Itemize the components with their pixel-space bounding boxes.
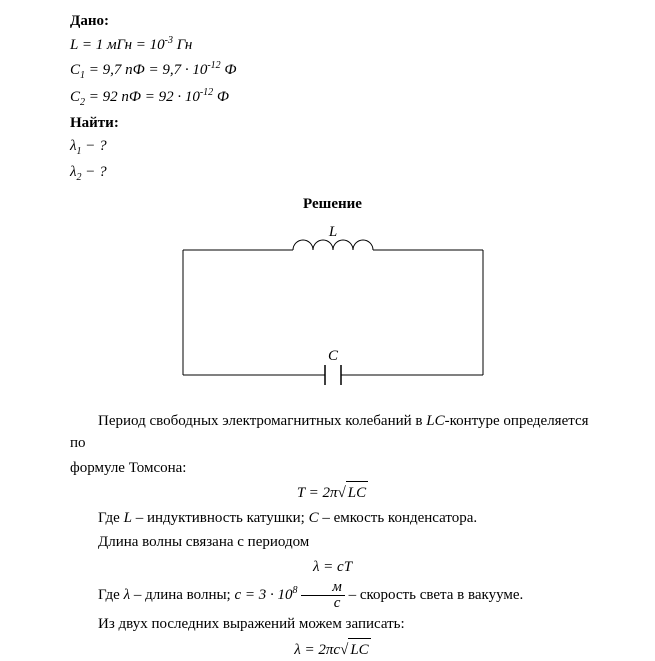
p4f: – скорость света в вакууме. <box>345 587 523 603</box>
f1-rad: LC <box>346 481 368 505</box>
l2-post: − ? <box>82 164 107 180</box>
paragraph-2: Где L – индуктивность катушки; С – емкос… <box>70 507 595 530</box>
circuit-diagram: L C <box>163 220 503 398</box>
L-unit: Гн <box>173 37 192 53</box>
formula-thomson: T = 2π LC <box>70 481 595 505</box>
find-lambda1: λ1 − ? <box>70 135 595 159</box>
C1-pre: C <box>70 62 80 78</box>
capacitor-label: C <box>327 348 338 364</box>
fraction: мс <box>301 580 345 611</box>
C1-mid: = 9,7 пФ = 9,7 · 10 <box>85 62 207 78</box>
p2c: – индуктивность катушки; <box>132 510 309 526</box>
p1a: Период свободных электромагнитных колеба… <box>98 413 426 429</box>
radical-2 <box>340 642 348 658</box>
formula-final: λ = 2πс LC <box>70 638 595 661</box>
find-lambda2: λ2 − ? <box>70 161 595 185</box>
frac-den: с <box>301 596 345 611</box>
p2e: – емкость конденсатора. <box>319 510 478 526</box>
p2b: L <box>124 510 132 526</box>
C2-pre: C <box>70 89 80 105</box>
radical-1 <box>338 485 346 501</box>
given-label: Дано: <box>70 10 595 33</box>
paragraph-3: Длина волны связана с периодом <box>70 531 595 554</box>
find-label: Найти: <box>70 112 595 135</box>
p4exp: 8 <box>293 585 298 596</box>
f1-lhs: T = 2π <box>297 485 338 501</box>
C2-exp: -12 <box>200 87 213 98</box>
given-C2: C2 = 92 пФ = 92 · 10-12 Ф <box>70 85 595 110</box>
l1-post: − ? <box>82 138 107 154</box>
given-L: L = 1 мГн = 10-3 Гн <box>70 33 595 57</box>
p4c: – длина волны; <box>130 587 234 603</box>
inductor-label: L <box>327 224 336 240</box>
C2-unit: Ф <box>213 89 229 105</box>
L-text: L = 1 мГн = 10 <box>70 37 165 53</box>
p4a: Где <box>98 587 124 603</box>
paragraph-1b: формуле Томсона: <box>70 457 595 480</box>
formula-wavelength: λ = cT <box>70 556 595 579</box>
L-exp: -3 <box>165 35 173 46</box>
p2a: Где <box>98 510 124 526</box>
paragraph-5: Из двух последних выражений можем записа… <box>70 613 595 636</box>
C1-exp: -12 <box>207 60 220 71</box>
C1-unit: Ф <box>221 62 237 78</box>
p4d: c = 3 · 10 <box>234 587 292 603</box>
paragraph-1a: Период свободных электромагнитных колеба… <box>70 410 595 455</box>
C2-mid: = 92 пФ = 92 · 10 <box>85 89 200 105</box>
circuit-svg: L C <box>163 220 503 390</box>
paragraph-4: Где λ – длина волны; c = 3 · 108 мс – ск… <box>70 580 595 611</box>
p2d: С <box>309 510 319 526</box>
frac-num: м <box>301 580 345 596</box>
given-C1: C1 = 9,7 пФ = 9,7 · 10-12 Ф <box>70 58 595 83</box>
p1b: LC <box>426 413 444 429</box>
f3-rad: LC <box>348 638 370 661</box>
f3-lhs: λ = 2πс <box>294 642 340 658</box>
solution-label: Решение <box>70 193 595 216</box>
